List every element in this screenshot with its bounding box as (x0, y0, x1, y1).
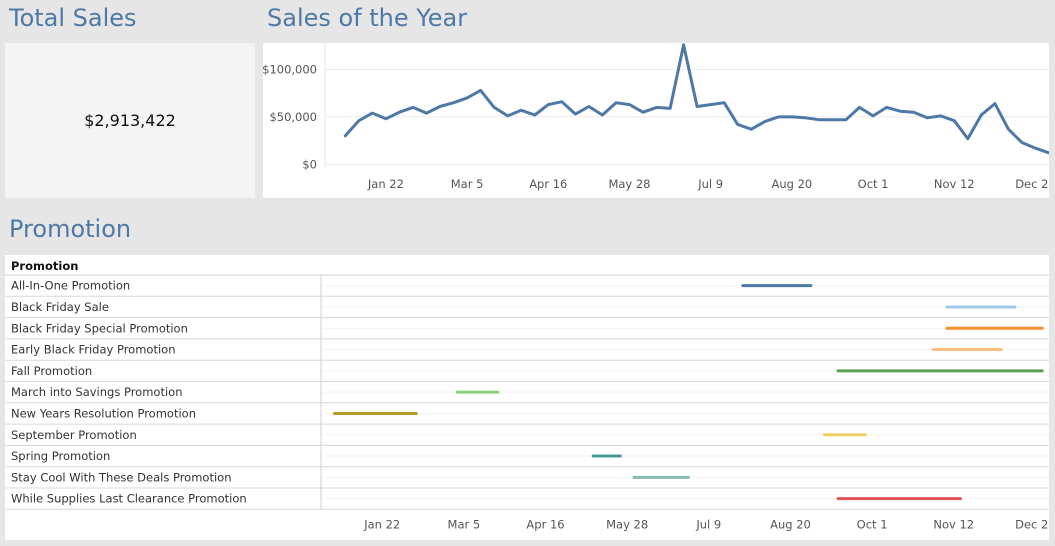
x-tick-label: Mar 5 (451, 177, 484, 191)
total-sales-panel: $2,913,422 (5, 43, 255, 198)
x-tick-label: May 28 (608, 177, 650, 191)
sales-of-year-title: Sales of the Year (267, 4, 468, 32)
promotion-gantt-panel: Promotion All-In-One Promotion Black Frida… (5, 255, 1055, 540)
x-tick-label: Apr 16 (526, 517, 564, 531)
x-tick-label: Nov 12 (934, 177, 975, 191)
promotion-row-label: Stay Cool With These Deals Promotion (11, 470, 231, 484)
promotion-title: Promotion (9, 215, 132, 243)
x-tick-label: Jan 22 (367, 177, 404, 191)
x-tick-label: Aug 20 (770, 517, 811, 531)
promotion-row-label: Black Friday Special Promotion (11, 321, 188, 335)
sales-line-chart[interactable]: $0 $50,000 $100,000 Jan 22 Mar 5 Apr 16 May 28… (262, 43, 1055, 198)
promotion-row-label: Black Friday Sale (11, 300, 109, 314)
x-tick-label: Jul 9 (695, 517, 721, 531)
total-sales-title: Total Sales (9, 4, 137, 32)
promotion-row-label: Fall Promotion (11, 364, 92, 378)
x-tick-label: Oct 1 (857, 517, 888, 531)
promotion-row-label: New Years Resolution Promotion (11, 406, 196, 420)
promotion-row-label: March into Savings Promotion (11, 385, 183, 399)
x-tick-label: Dec 24 (1015, 517, 1049, 531)
x-tick-label: Apr 16 (529, 177, 567, 191)
promotion-gantt-chart[interactable]: Promotion All-In-One Promotion Black Frida… (5, 255, 1055, 540)
sales-series-line (343, 43, 1051, 155)
promotion-row-label: Spring Promotion (11, 449, 110, 463)
promotion-row-label: All-In-One Promotion (11, 279, 130, 293)
x-tick-label: Mar 5 (448, 517, 481, 531)
y-tick-label: $100,000 (263, 63, 317, 77)
total-sales-value: $2,913,422 (84, 111, 176, 130)
promotion-row-label: September Promotion (11, 428, 137, 442)
y-tick-label: $50,000 (269, 110, 317, 124)
x-tick-label: Aug 20 (772, 177, 813, 191)
promotion-row-label: Early Black Friday Promotion (11, 343, 176, 357)
column-header: Promotion (11, 259, 78, 273)
x-tick-label: Nov 12 (933, 517, 974, 531)
sales-line-chart-panel: $0 $50,000 $100,000 Jan 22 Mar 5 Apr 16 May 28… (262, 43, 1055, 198)
x-tick-label: Jul 9 (697, 177, 723, 191)
x-tick-label: May 28 (606, 517, 648, 531)
y-tick-label: $0 (302, 157, 317, 171)
x-tick-label: Jan 22 (363, 517, 400, 531)
x-tick-label: Oct 1 (858, 177, 889, 191)
x-tick-label: Dec 24 (1015, 177, 1049, 191)
promotion-row-label: While Supplies Last Clearance Promotion (11, 492, 247, 506)
